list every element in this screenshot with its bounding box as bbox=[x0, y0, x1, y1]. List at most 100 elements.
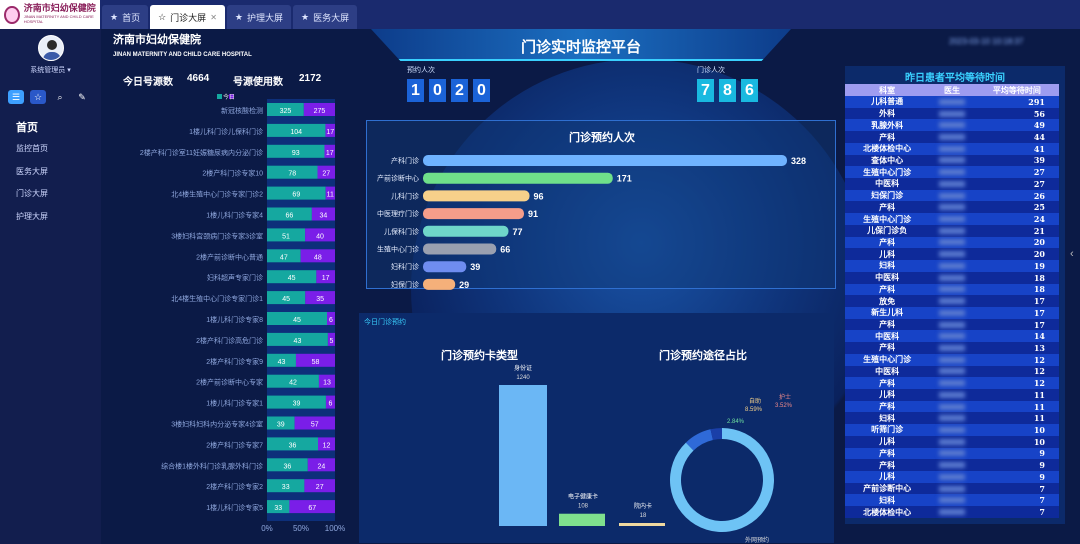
bar-segment-b bbox=[305, 228, 335, 242]
sidebar-item-3[interactable]: 护理大屏 bbox=[16, 211, 48, 221]
dept-cell: 产科 bbox=[845, 318, 930, 331]
value-a: 36 bbox=[289, 442, 297, 449]
value-a: 39 bbox=[293, 401, 301, 408]
tab-0[interactable]: ★ 首页 bbox=[102, 5, 149, 29]
dept-cell: 中医科 bbox=[845, 330, 930, 343]
wait-cell: 291 bbox=[974, 96, 1059, 108]
tab-3[interactable]: ★ 医务大屏 bbox=[292, 5, 358, 29]
table-row: 中医科 14 bbox=[845, 330, 1059, 343]
sidebar-item-1[interactable]: 医务大屏 bbox=[16, 166, 48, 176]
doctor-cell-blurred bbox=[929, 506, 975, 518]
wait-cell: 12 bbox=[974, 353, 1059, 366]
star-icon: ☆ bbox=[158, 11, 167, 22]
table-row: 产科 25 bbox=[845, 201, 1059, 214]
value-a: 42 bbox=[289, 380, 297, 387]
bar-value: 171 bbox=[617, 174, 632, 184]
row-label: 1楼儿科门诊专家4 bbox=[206, 211, 263, 220]
bar-segment-a bbox=[267, 500, 290, 514]
value-a: 78 bbox=[288, 171, 296, 178]
tab-1[interactable]: ☆ 门诊大屏 ✕ bbox=[150, 5, 225, 29]
sidebar: 系统管理员 ▾ ☰ ☆ ⌕ ✎ 首页 监控首页医务大屏门诊大屏护理大屏 bbox=[0, 29, 101, 544]
dept-cell: 放免 bbox=[845, 295, 930, 307]
user-name[interactable]: 系统管理员 ▾ bbox=[30, 67, 71, 74]
tab-2[interactable]: ★ 护理大屏 bbox=[226, 5, 291, 29]
bar-segment-a bbox=[267, 332, 328, 346]
value-a: 325 bbox=[280, 108, 292, 115]
wait-cell: 20 bbox=[974, 236, 1059, 249]
bar-segment-b bbox=[303, 103, 335, 116]
table-row: 儿科 10 bbox=[845, 435, 1059, 448]
wait-cell: 13 bbox=[974, 342, 1059, 354]
wait-cell: 49 bbox=[974, 119, 1059, 132]
category-label: 儿科门诊 bbox=[391, 191, 419, 200]
table-row: 产前诊断中心 7 bbox=[845, 482, 1059, 495]
row-label: 1楼儿科门诊儿保科门诊 bbox=[189, 127, 263, 136]
bar-segment-b bbox=[318, 374, 335, 388]
bar-segment-b bbox=[304, 479, 335, 493]
x-tick: 0% bbox=[261, 524, 273, 533]
extra-percent: 2.84% bbox=[727, 419, 745, 425]
table-row: 儿科 11 bbox=[845, 388, 1059, 401]
dept-cell: 查体中心 bbox=[845, 154, 930, 167]
bar-segment-a bbox=[267, 270, 317, 284]
used-source-value: 2172 bbox=[299, 73, 322, 84]
dept-cell: 乳腺外科 bbox=[845, 119, 930, 132]
table-row: 儿科普通 291 bbox=[845, 96, 1059, 108]
value-a: 93 bbox=[292, 150, 300, 157]
sidebar-item-2[interactable]: 门诊大屏 bbox=[16, 189, 48, 198]
doctor-cell-blurred bbox=[929, 178, 975, 190]
bar-segment-b bbox=[324, 144, 335, 158]
sidebar-menu: 首页 监控首页医务大屏门诊大屏护理大屏 bbox=[16, 119, 48, 233]
logo-seal-icon bbox=[4, 5, 20, 24]
bar bbox=[423, 278, 456, 290]
sidebar-item-0[interactable]: 监控首页 bbox=[16, 144, 48, 153]
table-row: 中医科 27 bbox=[845, 178, 1059, 190]
table-row: 妇科 7 bbox=[845, 494, 1059, 507]
doctor-cell-blurred bbox=[929, 213, 975, 225]
table-row: 产科 44 bbox=[845, 131, 1059, 143]
wait-cell: 41 bbox=[974, 142, 1059, 155]
bar-segment-b bbox=[318, 437, 335, 451]
doctor-cell-blurred bbox=[929, 494, 975, 507]
bar bbox=[423, 155, 787, 166]
menu-list-icon[interactable]: ☰ bbox=[8, 90, 24, 104]
table-row: 听筛门诊 10 bbox=[845, 424, 1059, 436]
counter-digit: 8 bbox=[719, 79, 736, 102]
category-label: 妇保门诊 bbox=[391, 280, 419, 289]
value-a: 104 bbox=[290, 129, 302, 136]
dept-cell: 中医科 bbox=[845, 365, 930, 378]
doctor-cell-blurred bbox=[929, 306, 975, 319]
bar-segment-a bbox=[267, 374, 319, 388]
search-icon[interactable]: ⌕ bbox=[57, 91, 63, 102]
row-label: 1楼儿科门诊专家5 bbox=[206, 503, 263, 512]
wait-cell: 24 bbox=[974, 213, 1059, 225]
booking-count-panel: 产科门诊 328 产前诊断中心 171 儿科门诊 96 中医理疗门诊 91 儿保科门诊 77 生殖中… bbox=[366, 120, 836, 290]
doctor-cell-blurred bbox=[929, 142, 975, 155]
booked-label: 预约人次 bbox=[407, 67, 435, 74]
pin-icon[interactable]: ✎ bbox=[78, 91, 86, 102]
value-b: 275 bbox=[314, 108, 326, 115]
favorite-star-icon[interactable]: ☆ bbox=[30, 90, 46, 104]
bar-segment-a bbox=[267, 207, 312, 221]
bar-segment-b bbox=[325, 395, 335, 409]
tab-label: 门诊大屏 bbox=[170, 12, 207, 23]
booking-count-title: 门诊预约人次 bbox=[569, 132, 635, 144]
wait-cell: 27 bbox=[974, 178, 1059, 190]
doctor-cell-blurred bbox=[929, 318, 975, 331]
tab-bar: ★ 首页 ☆ 门诊大屏 ✕ ★ 护理大屏 ★ 医务大屏 bbox=[100, 0, 358, 29]
avatar[interactable] bbox=[38, 35, 64, 61]
card-value: 108 bbox=[578, 504, 589, 510]
category-label: 生殖中心门诊 bbox=[377, 245, 419, 254]
doctor-cell-blurred bbox=[929, 248, 975, 261]
wait-cell: 10 bbox=[974, 435, 1059, 448]
value-b: 48 bbox=[314, 254, 322, 261]
bar-segment-b bbox=[307, 458, 335, 472]
wait-time-title: 昨日患者平均等待时间 bbox=[905, 73, 1005, 84]
bar bbox=[423, 172, 613, 184]
menu-header[interactable]: 首页 bbox=[16, 122, 38, 134]
dept-cell: 妇科 bbox=[845, 494, 930, 507]
bar-value: 328 bbox=[791, 156, 806, 166]
close-icon[interactable]: ✕ bbox=[210, 12, 217, 22]
doctor-cell-blurred bbox=[929, 447, 975, 460]
collapse-chevron-icon[interactable]: ‹ bbox=[1070, 248, 1074, 260]
